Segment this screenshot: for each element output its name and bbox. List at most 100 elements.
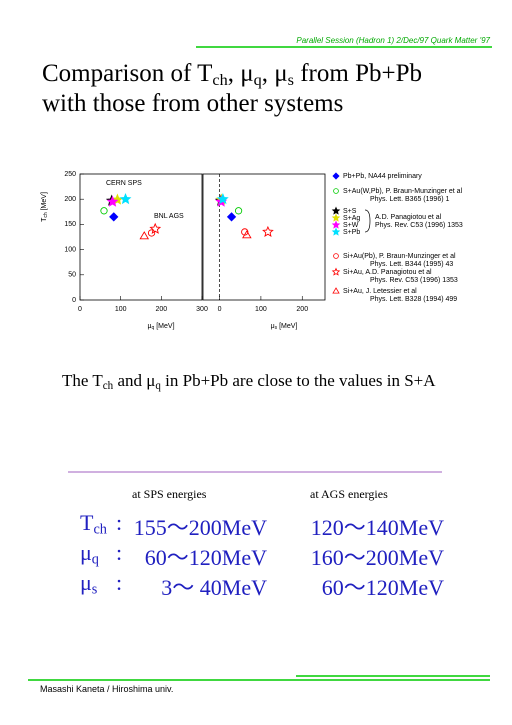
data-point bbox=[119, 193, 132, 205]
subscript: q bbox=[155, 379, 161, 392]
y-tick-label: 150 bbox=[64, 221, 76, 228]
separator: : bbox=[116, 570, 123, 595]
subscript: s bbox=[91, 581, 98, 598]
y-tick-label: 250 bbox=[64, 171, 76, 178]
legend-marker bbox=[331, 213, 341, 222]
data-point bbox=[109, 212, 119, 222]
text-run: and μ bbox=[113, 371, 156, 390]
subscript: ch bbox=[212, 71, 228, 90]
legend-note: Phys. Rev. C53 (1996) 1353 bbox=[375, 222, 463, 229]
paragraph: The Tch and μq in Pb+Pb are close to the… bbox=[62, 370, 482, 397]
data-point bbox=[139, 231, 150, 240]
row-label: Tch bbox=[80, 510, 107, 539]
x-tick-label: 300 bbox=[196, 306, 208, 313]
x-tick-label: 0 bbox=[218, 306, 222, 313]
annotation: CERN SPS bbox=[106, 180, 142, 187]
subscript: q bbox=[91, 551, 99, 568]
text-run: [MeV] bbox=[277, 323, 297, 330]
legend-marker bbox=[331, 227, 341, 236]
legend-label: S+Pb bbox=[343, 229, 360, 236]
legend-label: S+W bbox=[343, 222, 359, 229]
sps-range: 3〜 40MeV bbox=[161, 575, 267, 600]
row-label: μq bbox=[80, 540, 99, 569]
text-run: μ bbox=[271, 323, 275, 330]
text-run: T bbox=[41, 217, 48, 222]
data-point bbox=[216, 193, 229, 205]
text-run: in Pb+Pb are close to the values in S+A bbox=[160, 371, 436, 390]
subscript: ch bbox=[93, 521, 107, 538]
text-run: T bbox=[80, 510, 94, 535]
row-label: μs bbox=[80, 570, 97, 599]
legend-marker bbox=[331, 220, 341, 229]
data-point bbox=[262, 225, 274, 237]
data-point bbox=[149, 222, 162, 234]
y-tick-label: 50 bbox=[68, 272, 76, 279]
axis-label: Tch [MeV] bbox=[41, 192, 49, 222]
legend-marker bbox=[331, 206, 341, 215]
separator: : bbox=[116, 540, 123, 565]
x-tick-label: 200 bbox=[296, 306, 308, 313]
x-tick-label: 100 bbox=[115, 306, 127, 313]
ags-range: 60〜120MeV bbox=[321, 575, 444, 600]
plot-frame bbox=[202, 173, 326, 301]
ags-range: 160〜200MeV bbox=[310, 545, 444, 570]
subscript: s bbox=[275, 325, 278, 331]
text-run: , μ bbox=[261, 60, 288, 87]
legend-marker bbox=[332, 287, 340, 294]
text-run: μ bbox=[80, 570, 92, 595]
axis-label: μs [MeV] bbox=[271, 323, 298, 331]
table-header: at AGS energies bbox=[310, 487, 388, 501]
y-tick-label: 100 bbox=[64, 246, 76, 253]
legend-label: Pb+Pb, NA44 preliminary bbox=[343, 173, 422, 180]
y-tick-label: 200 bbox=[64, 196, 76, 203]
data-point bbox=[147, 229, 156, 237]
x-tick-label: 100 bbox=[255, 306, 267, 313]
data-point bbox=[226, 212, 237, 222]
footer: Masashi Kaneta / Hiroshima univ. bbox=[40, 684, 174, 694]
text-run: from Pb+Pb bbox=[293, 60, 422, 87]
subscript: ch bbox=[43, 212, 49, 218]
title: Comparison of Tch, μq, μs from Pb+Pb with… bbox=[42, 60, 422, 118]
data-point bbox=[234, 207, 243, 215]
legend-label: Si+Au, A.D. Panagiotou et al bbox=[343, 269, 432, 276]
legend-marker bbox=[333, 188, 339, 194]
legend-ref: Phys. Lett. B365 (1996) 1 bbox=[370, 196, 449, 203]
y-tick-label: 0 bbox=[72, 297, 76, 304]
legend-label: S+S bbox=[343, 208, 357, 215]
legend-label: Si+Au(Pb), P. Braun-Munzinger et al bbox=[343, 253, 456, 260]
legend-marker bbox=[333, 253, 339, 259]
subscript: q bbox=[152, 325, 155, 331]
text-run: μ bbox=[80, 540, 92, 565]
sps-range: 155〜200MeV bbox=[133, 515, 267, 540]
sps-range: 60〜120MeV bbox=[144, 545, 267, 570]
legend-label: S+Ag bbox=[343, 215, 360, 222]
text-run: μ bbox=[147, 323, 151, 330]
legend-label: Si+Au, J. Letessier et al bbox=[343, 288, 417, 295]
text-run: The T bbox=[62, 371, 103, 390]
text-run: , μ bbox=[227, 60, 254, 87]
legend-bracket bbox=[364, 209, 371, 233]
data-point bbox=[100, 207, 108, 215]
annotation: BNL AGS bbox=[154, 213, 184, 220]
subscript: q bbox=[253, 71, 262, 90]
text-run: [MeV] bbox=[154, 323, 174, 330]
x-tick-label: 0 bbox=[78, 306, 82, 313]
legend-marker bbox=[332, 172, 340, 180]
table-header: at SPS energies bbox=[132, 487, 207, 501]
ags-range: 120〜140MeV bbox=[310, 515, 444, 540]
data-point bbox=[106, 195, 119, 207]
legend-label: S+Au(W,Pb), P. Braun-Munzinger et al bbox=[343, 188, 463, 195]
legend-ref: Phys. Lett. B344 (1995) 43 bbox=[370, 261, 453, 268]
legend-note: A.D. Panagiotou et al bbox=[375, 214, 442, 221]
legend-ref: Phys. Rev. C53 (1996) 1353 bbox=[370, 277, 458, 284]
separator: : bbox=[116, 510, 123, 535]
legend-marker bbox=[331, 267, 341, 276]
axis-label: μq [MeV] bbox=[147, 323, 174, 331]
header: Parallel Session (Hadron 1) 2/Dec/97 Qua… bbox=[296, 36, 490, 45]
data-point bbox=[242, 230, 252, 239]
legend-ref: Phys. Lett. B328 (1994) 499 bbox=[370, 296, 457, 303]
text-run: Comparison of T bbox=[42, 60, 213, 87]
plot-frame bbox=[79, 173, 203, 301]
x-tick-label: 200 bbox=[155, 306, 167, 313]
